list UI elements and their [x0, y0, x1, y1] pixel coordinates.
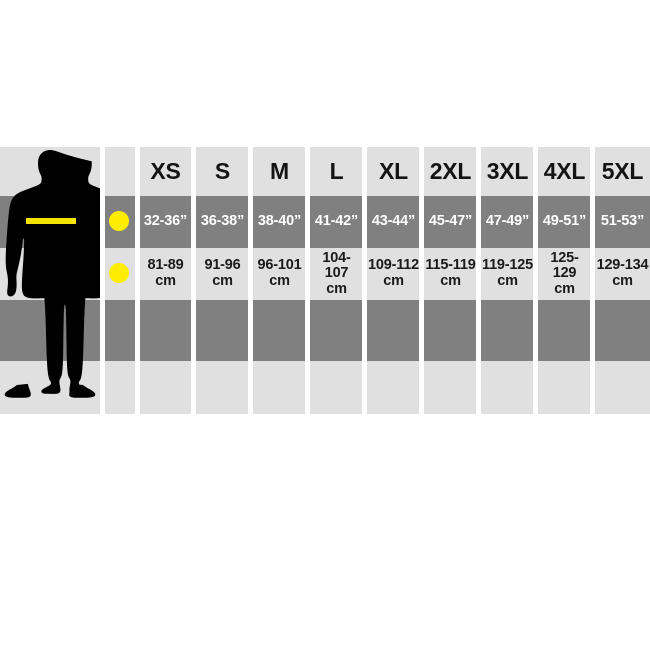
chest-cm-xs-unit: cm: [155, 273, 176, 289]
column-gutter: [419, 147, 424, 414]
chest-cm-2xl: 115-119 cm: [425, 248, 476, 300]
chest-cm-xl-value: 109-112: [368, 257, 420, 274]
size-header-5xl: 5XL: [601, 158, 644, 185]
chest-inches-2xl: 45-47”: [428, 213, 473, 230]
chest-cm-l-unit: cm: [326, 280, 347, 297]
chest-cm-l: 104-107 cm: [311, 248, 362, 300]
chest-cm-4xl-value: 125-129: [550, 249, 579, 282]
size-header-xs: XS: [150, 158, 181, 185]
silhouette-icon: [4, 150, 100, 398]
male-silhouette-figure: [0, 147, 100, 414]
chest-cm-3xl-value: 119-125: [482, 257, 534, 274]
chest-cm-s-unit: cm: [212, 273, 233, 289]
chest-measurement-line: [26, 218, 76, 224]
chest-inches-m: 38-40”: [257, 213, 302, 230]
column-gutter: [362, 147, 367, 414]
chest-inches-xl: 43-44”: [371, 213, 416, 230]
chest-cm-xl-unit: cm: [383, 273, 404, 289]
size-chart: XS S M L XL 2XL 3XL 4XL 5XL 32-36” 36-38…: [0, 147, 650, 414]
size-header-2xl: 2XL: [429, 158, 472, 185]
chest-cm-s-value: 91-96: [204, 257, 241, 274]
chest-cm-4xl-unit: cm: [554, 280, 575, 297]
chest-cm-xs-value: 81-89: [147, 257, 184, 274]
chest-inches-xs: 32-36”: [143, 213, 188, 230]
column-gutter: [590, 147, 595, 414]
cm-row-marker-dot: [109, 263, 129, 283]
chest-inches-4xl: 49-51”: [542, 213, 587, 230]
chest-cm-5xl-unit: cm: [612, 273, 633, 289]
chest-cm-2xl-unit: cm: [440, 273, 461, 289]
header-band: [0, 147, 650, 196]
chest-cm-3xl: 119-125 cm: [482, 248, 533, 300]
column-gutter: [135, 147, 140, 414]
chest-cm-5xl: 129-134 cm: [595, 248, 650, 300]
chest-inches-s: 36-38”: [200, 213, 245, 230]
size-header-xl: XL: [379, 158, 408, 185]
size-header-m: M: [270, 158, 289, 185]
chest-cm-m: 96-101 cm: [254, 248, 305, 300]
size-header-s: S: [214, 158, 231, 185]
column-gutter: [100, 147, 105, 414]
inches-row-marker-dot: [109, 211, 129, 231]
chest-inches-l: 41-42”: [314, 213, 359, 230]
column-gutter: [191, 147, 196, 414]
chest-inches-3xl: 47-49”: [485, 213, 530, 230]
empty-row-band-light: [0, 361, 650, 414]
size-header-l: L: [329, 158, 344, 185]
empty-row-band-dark: [0, 300, 650, 361]
chest-cm-2xl-value: 115-119: [425, 257, 476, 274]
chest-cm-5xl-value: 129-134: [596, 257, 649, 274]
cm-row-band: [0, 248, 650, 300]
column-gutter: [533, 147, 538, 414]
column-gutter: [305, 147, 310, 414]
size-header-3xl: 3XL: [486, 158, 529, 185]
chest-cm-m-value: 96-101: [257, 257, 302, 274]
chest-inches-5xl: 51-53”: [600, 213, 645, 230]
chest-cm-3xl-unit: cm: [497, 273, 518, 289]
chest-cm-s: 91-96 cm: [197, 248, 248, 300]
chest-cm-m-unit: cm: [269, 273, 290, 289]
chest-cm-xs: 81-89 cm: [140, 248, 191, 300]
size-header-4xl: 4XL: [543, 158, 586, 185]
column-gutter: [476, 147, 481, 414]
chest-cm-l-value: 104-107: [322, 249, 351, 282]
inches-row-band: [0, 196, 650, 248]
column-gutter: [248, 147, 253, 414]
chest-cm-4xl: 125-129 cm: [539, 248, 590, 300]
chest-cm-xl: 109-112 cm: [368, 248, 419, 300]
